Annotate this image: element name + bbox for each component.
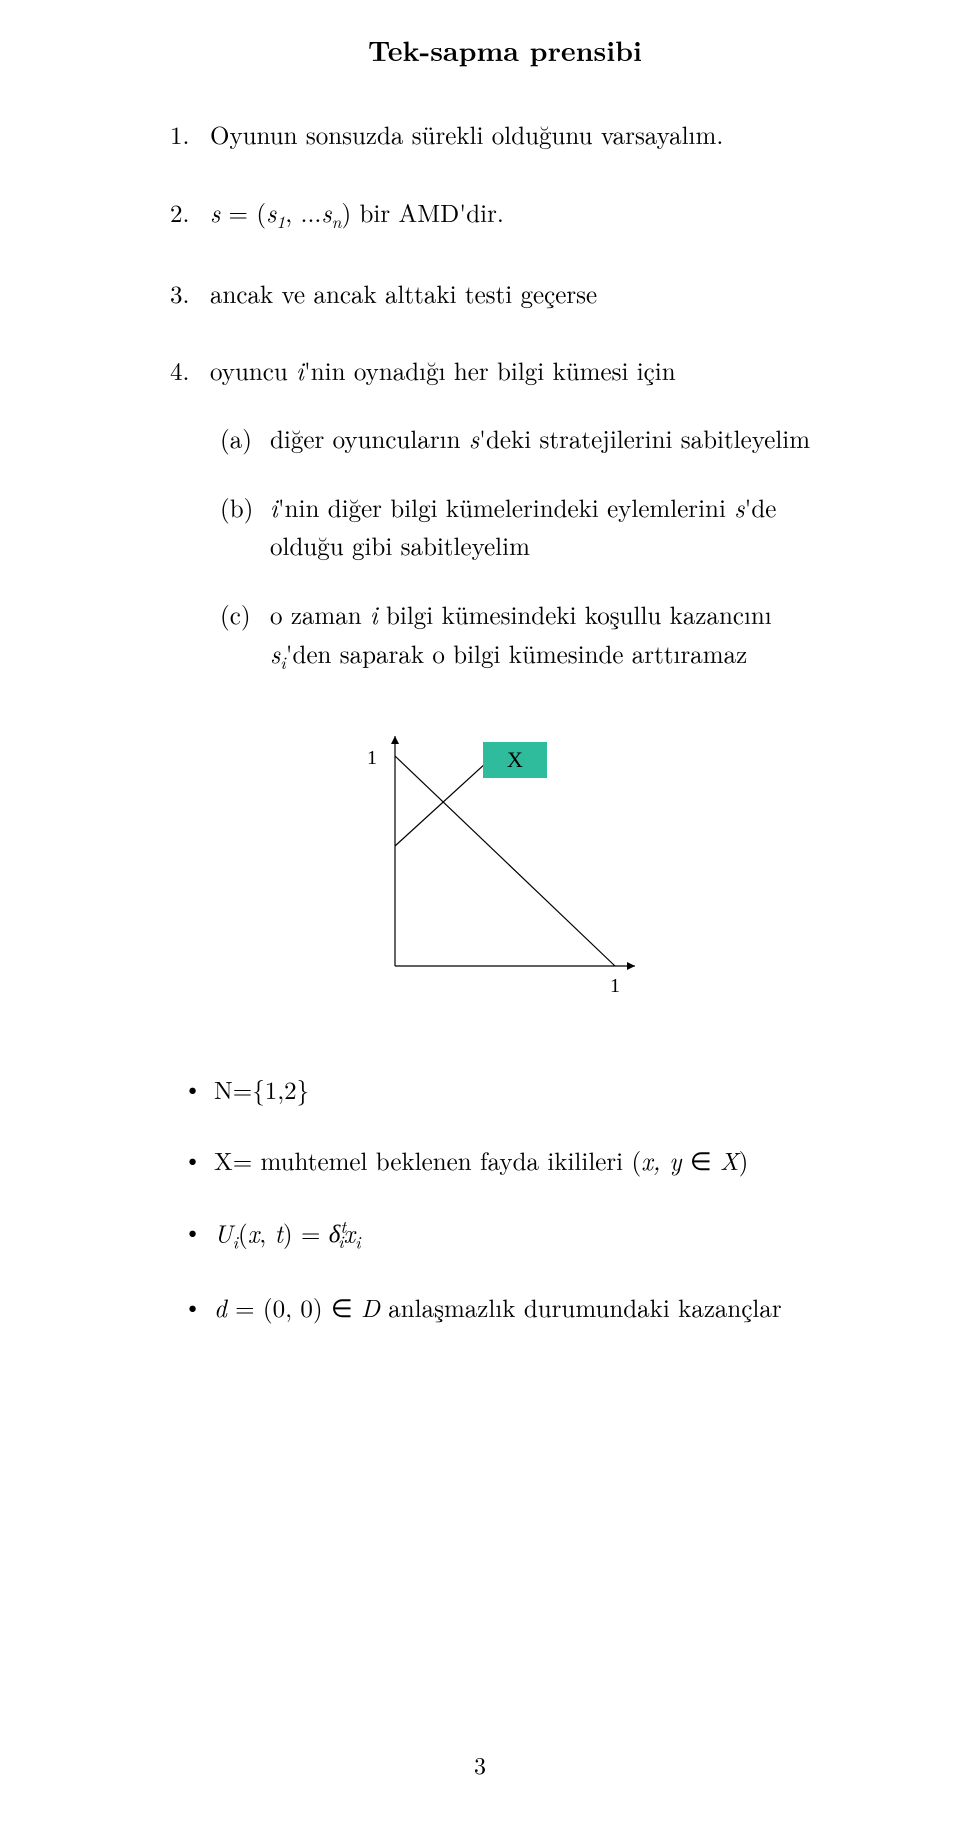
- b-mid: 'nin diğer bilgi kümelerindeki eylemleri…: [278, 490, 735, 525]
- item2-post: ) bir AMD'dir.: [341, 195, 503, 230]
- b3-rp: ) =: [283, 1215, 329, 1250]
- c-mid: bilgi kümesindeki koşullu kazancını: [378, 597, 772, 632]
- item4-pre: oyuncu: [210, 353, 296, 388]
- item2-sn: s: [321, 195, 331, 230]
- list-item-1: Oyunun sonsuzda sürekli olduğunu varsaya…: [170, 116, 840, 154]
- svg-text:1: 1: [367, 747, 377, 769]
- item2-s1-sub: 1: [276, 209, 285, 234]
- list-item-4: oyuncu i'nin oynadığı her bilgi kümesi i…: [170, 352, 840, 676]
- b-s: s: [734, 490, 744, 525]
- b4-eq: = (0, 0) ∈: [227, 1290, 361, 1325]
- bullet-4: d = (0, 0) ∈ D anlaşmazlık durumundaki k…: [180, 1289, 840, 1327]
- page: Tek-sapma prensibi Oyunun sonsuzda sürek…: [0, 0, 960, 1835]
- sub-item-a: diğer oyuncuların s'deki stratejilerini …: [220, 420, 840, 459]
- list-item-3: ancak ve ancak alttaki testi geçerse: [170, 275, 840, 313]
- b3-x2: x: [344, 1215, 356, 1250]
- page-number: 3: [0, 1747, 960, 1781]
- b3-t: t: [275, 1215, 283, 1250]
- b3-lp: (: [238, 1215, 248, 1250]
- main-ordered-list: Oyunun sonsuzda sürekli olduğunu varsaya…: [170, 116, 840, 676]
- a-s: s: [469, 421, 479, 456]
- b-i: i: [270, 490, 278, 525]
- c-pre: o zaman: [270, 597, 370, 632]
- item2-eq: = (: [220, 195, 266, 230]
- page-title: Tek-sapma prensibi: [170, 30, 840, 70]
- item3-text: ancak ve ancak alttaki testi geçerse: [210, 276, 597, 311]
- item2-mid: , ...: [285, 195, 321, 230]
- sub-item-b: i'nin diğer bilgi kümelerindeki eylemler…: [220, 489, 840, 567]
- bullet-1: N={1,2}: [180, 1071, 840, 1109]
- b2-pre: X= muhtemel beklenen fayda ikilileri (: [214, 1143, 641, 1178]
- b3-U: U: [214, 1215, 233, 1250]
- list-item-2: s = (s1, ...sn) bir AMD'dir.: [170, 194, 840, 235]
- item1-text: Oyunun sonsuzda sürekli olduğunu varsaya…: [210, 117, 723, 152]
- bullet-list: N={1,2} X= muhtemel beklenen fayda ikili…: [180, 1071, 840, 1327]
- figure-diagram: X 1 1: [335, 716, 675, 1021]
- b3-x: x: [248, 1215, 260, 1250]
- bullet-3: Ui(x, t) = δtixi: [180, 1214, 840, 1256]
- b2-xy: x, y: [641, 1143, 681, 1178]
- a-post: 'deki stratejilerini sabitleyelim: [479, 421, 810, 456]
- a-pre: diğer oyuncuların: [270, 421, 469, 456]
- b4-D: D: [361, 1290, 380, 1325]
- bullet1-text: N={1,2}: [214, 1072, 309, 1107]
- sub-item-c: o zaman i bilgi kümesindeki koşullu kaza…: [220, 596, 840, 676]
- sub-ordered-list: diğer oyuncuların s'deki stratejilerini …: [220, 420, 840, 676]
- b2-post: ): [739, 1143, 749, 1178]
- b2-in: ∈: [682, 1143, 720, 1178]
- item2-s1: s: [266, 195, 276, 230]
- item2-s: s: [210, 195, 220, 230]
- b2-X: X: [720, 1143, 739, 1178]
- item4-post: 'nin oynadığı her bilgi kümesi için: [304, 353, 676, 388]
- c-post: 'den saparak o bilgi kümesinde arttırama…: [286, 636, 748, 671]
- figure-svg: X 1 1: [335, 716, 675, 1016]
- bullet-2: X= muhtemel beklenen fayda ikilileri (x,…: [180, 1142, 840, 1180]
- svg-text:1: 1: [610, 975, 620, 997]
- item2-sn-sub: n: [332, 209, 342, 234]
- item4-i: i: [296, 353, 304, 388]
- b4-post: anlaşmazlık durumundaki kazançlar: [380, 1290, 782, 1325]
- b3-i2: i: [355, 1229, 360, 1254]
- b3-c: ,: [259, 1215, 274, 1250]
- svg-text:X: X: [507, 747, 523, 772]
- c-si: s: [270, 636, 280, 671]
- b4-d: d: [214, 1290, 227, 1325]
- c-i: i: [370, 597, 378, 632]
